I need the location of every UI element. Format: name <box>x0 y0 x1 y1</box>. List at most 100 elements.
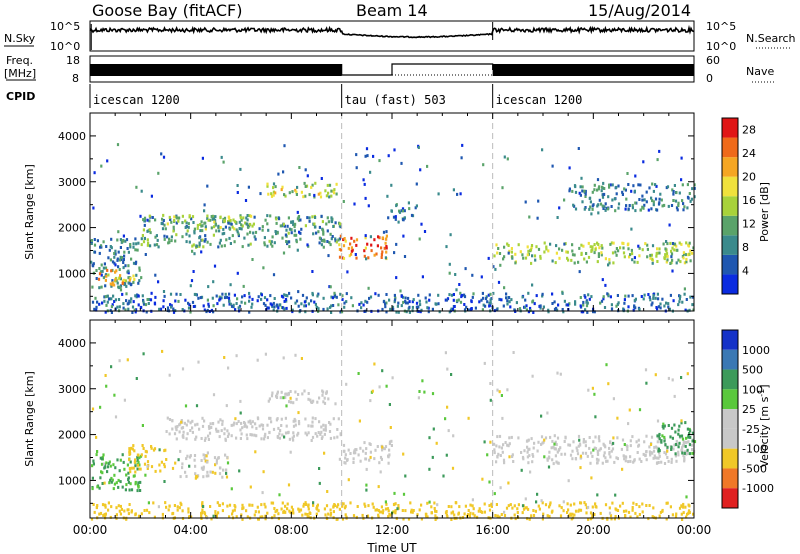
echo-cell <box>209 218 212 222</box>
echo-cell <box>367 286 370 290</box>
echo-cell <box>177 458 180 462</box>
echo-cell <box>182 434 185 437</box>
echo-cell <box>363 441 366 445</box>
echo-cell <box>458 505 461 509</box>
echo-cell <box>262 470 265 474</box>
echo-cell <box>198 427 201 431</box>
echo-cell <box>243 236 246 240</box>
echo-cell <box>407 517 411 521</box>
echo-cell <box>626 445 629 448</box>
echo-cell <box>92 262 95 266</box>
echo-cell <box>315 231 318 235</box>
echo-cell <box>538 507 541 511</box>
echo-cell <box>358 419 361 423</box>
echo-cell <box>433 507 436 510</box>
echo-cell <box>543 438 546 442</box>
echo-cell <box>502 257 505 261</box>
echo-cell <box>437 192 440 196</box>
echo-cell <box>296 185 299 189</box>
echo-cell <box>564 242 567 246</box>
echo-cell <box>316 507 319 511</box>
echo-cell <box>488 480 491 484</box>
x-tick-label: 12:00 <box>375 523 410 537</box>
echo-cell <box>345 292 348 296</box>
echo-cell <box>554 440 557 444</box>
echo-cell <box>568 302 571 306</box>
echo-cell <box>110 297 113 301</box>
echo-cell <box>511 453 514 457</box>
echo-cell <box>539 304 542 308</box>
echo-cell <box>661 204 664 208</box>
echo-cell <box>493 442 496 446</box>
echo-cell <box>219 466 222 470</box>
echo-cell <box>233 504 236 507</box>
echo-cell <box>685 260 688 264</box>
echo-cell <box>267 228 270 232</box>
echo-cell <box>146 460 150 464</box>
echo-cell <box>383 246 386 250</box>
echo-cell <box>667 376 670 380</box>
echo-cell <box>294 390 297 394</box>
echo-cell <box>579 501 583 505</box>
echo-cell <box>131 447 134 451</box>
echo-cell <box>300 190 303 194</box>
echo-cell <box>175 437 178 441</box>
echo-cell <box>616 509 620 512</box>
echo-cell <box>261 427 265 431</box>
echo-cell <box>203 203 206 207</box>
echo-cell <box>100 285 103 289</box>
echo-cell <box>410 510 413 514</box>
echo-cell <box>663 304 666 308</box>
echo-cell <box>608 183 611 187</box>
colorbar-swatch <box>722 274 738 294</box>
echo-cell <box>90 242 93 245</box>
echo-cell <box>582 300 585 304</box>
echo-cell <box>656 292 659 296</box>
echo-cell <box>271 305 274 308</box>
echo-cell <box>276 508 279 512</box>
echo-cell <box>103 299 106 303</box>
echo-cell <box>579 304 582 308</box>
echo-cell <box>238 220 241 224</box>
echo-cell <box>523 449 526 453</box>
echo-cell <box>587 388 590 392</box>
echo-cell <box>551 259 554 263</box>
echo-cell <box>327 512 330 516</box>
echo-cell <box>91 487 94 491</box>
echo-cell <box>272 193 275 197</box>
echo-cell <box>571 253 575 257</box>
echo-cell <box>688 241 691 245</box>
echo-cell <box>117 230 120 234</box>
echo-cell <box>367 256 370 260</box>
echo-cell <box>101 482 104 485</box>
echo-cell <box>493 448 496 452</box>
echo-cell <box>688 511 691 514</box>
echo-cell <box>637 438 640 442</box>
echo-cell <box>296 210 299 214</box>
echo-cell <box>655 184 658 188</box>
echo-cell <box>608 506 611 510</box>
echo-cell <box>344 456 347 460</box>
date-title: 15/Aug/2014 <box>588 1 691 20</box>
echo-cell <box>531 374 534 378</box>
echo-cell <box>588 446 591 450</box>
echo-cell <box>162 155 166 159</box>
echo-cell <box>334 237 337 241</box>
echo-cell <box>163 294 166 298</box>
echo-cell <box>104 278 107 282</box>
echo-cell <box>266 182 269 186</box>
echo-cell <box>454 273 457 276</box>
echo-cell <box>681 451 684 455</box>
echo-cell <box>168 504 171 508</box>
echo-cell <box>586 454 589 458</box>
echo-cell <box>93 307 96 311</box>
echo-cell <box>685 241 688 245</box>
echo-cell <box>689 429 692 433</box>
echo-cell <box>607 382 610 386</box>
echo-cell <box>417 293 420 297</box>
echo-cell <box>671 513 674 517</box>
echo-cell <box>606 207 610 211</box>
echo-cell <box>218 298 221 302</box>
echo-cell <box>143 509 146 512</box>
